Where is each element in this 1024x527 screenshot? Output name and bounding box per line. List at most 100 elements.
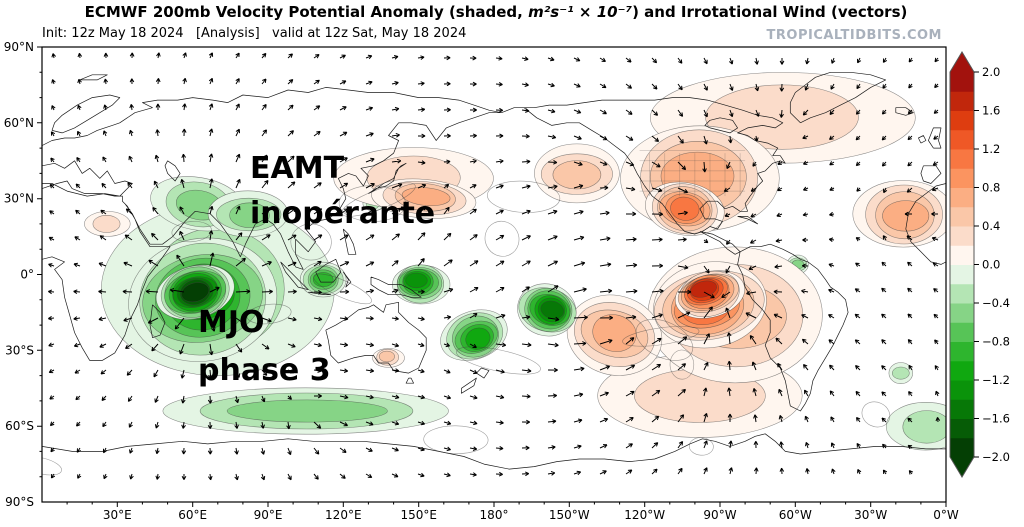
- anomaly-contour-band: [226, 399, 388, 423]
- neutral-contour: [622, 326, 700, 347]
- lon-tick-label: 150°W: [549, 508, 590, 522]
- neutral-contour: [688, 437, 714, 456]
- colorbar-tick-label: 0.4: [982, 219, 1000, 233]
- colorbar-band: [950, 245, 974, 265]
- lat-tick-label: 0°: [20, 268, 34, 282]
- colorbar: 2.0 1.6 1.2 0.8 0.4 0.0 −0.4 −0.8 −1.2 −1.6 −2.0: [949, 51, 1010, 478]
- neutral-contour: [487, 180, 561, 213]
- lon-tick-label: 0°W: [933, 508, 959, 522]
- map-axes: 30°E 60°E 90°E 120°E 150°E 180° 150°W 120°W 90°W…: [4, 40, 959, 522]
- anomaly-contour-band: [92, 215, 121, 233]
- colorbar-tick-label: 0.8: [982, 181, 1000, 195]
- figure-title: ECMWF 200mb Velocity Potential Anomaly (…: [85, 3, 908, 21]
- tropicaltidbits-watermark: TROPICALTIDBITS.COM: [766, 28, 942, 43]
- anomaly-contour-band: [670, 196, 700, 221]
- colorbar-band: [950, 187, 974, 208]
- lon-tick-label: 180°: [480, 508, 509, 522]
- init-valid-subtitle: Init: 12z May 18 2024 [Analysis] valid a…: [42, 26, 467, 41]
- neutral-contour: [669, 349, 695, 380]
- lon-tick-label: 30°W: [854, 508, 887, 522]
- anomaly-contour-band: [552, 160, 602, 190]
- colorbar-band: [950, 437, 974, 458]
- colorbar-band: [950, 322, 974, 342]
- colorbar-band: [950, 360, 974, 381]
- lon-tick-label: 150°E: [400, 508, 437, 522]
- colorbar-tick-label: −1.2: [982, 373, 1010, 387]
- us-state-borders: [639, 150, 746, 197]
- map-annotations: EAMT inopérante MJO phase 3: [198, 151, 435, 388]
- neutral-contour: [171, 221, 212, 243]
- colorbar-tick-label: −2.0: [982, 450, 1010, 464]
- neutral-contour: [290, 223, 332, 261]
- colorbar-band: [950, 149, 974, 169]
- anomaly-contour-band: [892, 366, 910, 380]
- neutral-contour: [861, 401, 891, 428]
- colorbar-band: [950, 380, 974, 400]
- anomaly-contour-band: [378, 350, 395, 363]
- title-suffix: ) and Irrotational Wind (vectors): [632, 3, 908, 21]
- lat-tick-label: 90°N: [4, 40, 34, 54]
- neutral-contour: [456, 346, 541, 375]
- lat-tick-label: 90°S: [5, 495, 34, 509]
- neutral-contour: [313, 273, 372, 305]
- anomaly-contour-band: [902, 410, 946, 444]
- lat-tick-label: 60°S: [5, 419, 34, 433]
- lat-tick-label: 30°N: [4, 192, 34, 206]
- colorbar-tick-label: 1.6: [982, 104, 1000, 118]
- anomaly-contour-band: [312, 272, 334, 288]
- colorbar-tick-label: −1.6: [982, 412, 1010, 426]
- annotation-phase3: phase 3: [198, 353, 331, 388]
- colorbar-band: [950, 264, 974, 285]
- title-math-units: m²s⁻¹ × 10⁻⁷: [528, 3, 633, 21]
- anomaly-contour-band: [882, 200, 930, 232]
- colorbar-band: [950, 341, 974, 362]
- colorbar-band: [950, 206, 974, 227]
- lon-tick-label: 60°W: [779, 508, 812, 522]
- anomaly-contour-band: [181, 282, 210, 303]
- colorbar-tick-label: 2.0: [982, 65, 1000, 79]
- colorbar-band: [950, 283, 974, 304]
- lon-tick-label: 90°W: [703, 508, 736, 522]
- anomaly-contour-band: [465, 327, 491, 350]
- lon-tick-label: 60°E: [178, 508, 207, 522]
- state-border-lines: [639, 150, 746, 197]
- colorbar-band: [950, 226, 974, 246]
- annotation-mjo: MJO: [198, 305, 265, 340]
- wind-vector-arrows: [48, 52, 941, 481]
- lon-tick-label: 120°W: [624, 508, 665, 522]
- neutral-contour: [246, 303, 292, 325]
- colorbar-tick-label: −0.4: [982, 296, 1010, 310]
- colorbar-tick-label: −0.8: [982, 335, 1010, 349]
- colorbar-band: [950, 72, 974, 92]
- lon-tick-label: 30°E: [103, 508, 132, 522]
- colorbar-band: [950, 399, 974, 419]
- annotation-inoperante: inopérante: [250, 196, 435, 231]
- colorbar-bottom-arrow: [950, 457, 974, 477]
- neutral-contour: [42, 456, 62, 476]
- anomaly-contour-band: [401, 187, 451, 206]
- irrotational-wind-vectors: [48, 52, 941, 481]
- colorbar-tick-label: 0.0: [982, 258, 1000, 272]
- contour-lines: [42, 180, 891, 476]
- neutral-contour: [423, 425, 489, 454]
- title-prefix: ECMWF 200mb Velocity Potential Anomaly (…: [84, 3, 529, 21]
- colorbar-band: [950, 129, 974, 150]
- axis-ticks: [37, 46, 947, 507]
- lat-tick-label: 60°N: [4, 116, 34, 130]
- colorbar-top-arrow: [950, 52, 974, 72]
- neutral-contour: [635, 319, 694, 361]
- neutral-contour: [484, 220, 520, 257]
- colorbar-band: [950, 91, 974, 111]
- lat-tick-label: 30°S: [5, 343, 34, 357]
- anomaly-contour-band: [405, 272, 428, 289]
- anomaly-shading: [84, 72, 946, 451]
- lon-tick-label: 90°E: [254, 508, 283, 522]
- colorbar-tick-label: 1.2: [982, 142, 1000, 156]
- colorbar-band: [950, 303, 974, 323]
- neutral-contour: [341, 182, 416, 217]
- colorbar-band: [950, 168, 974, 188]
- colorbar-band: [950, 110, 974, 131]
- annotation-eamt: EAMT: [250, 151, 345, 186]
